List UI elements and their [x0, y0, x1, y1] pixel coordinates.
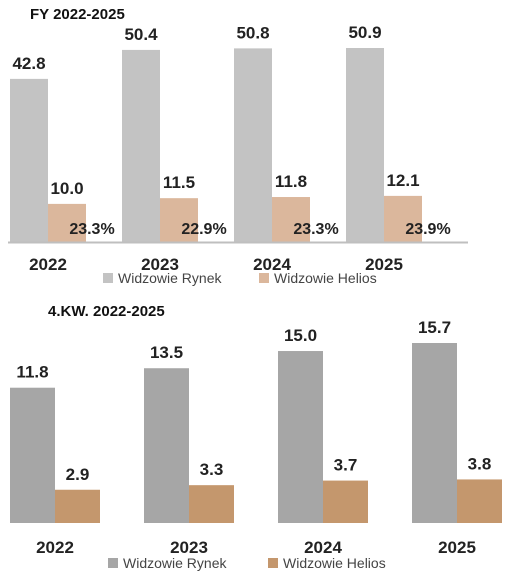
x-tick-2024: 2024: [253, 255, 291, 274]
share-label-2024: 23.3%: [293, 221, 338, 238]
value-label-helios-2024: 3.7: [334, 456, 358, 475]
bar-widzowie-rynek-2022: [10, 78, 48, 242]
bar-widzowie-rynek-2023: [144, 368, 189, 523]
share-label-2025: 23.9%: [405, 221, 450, 238]
value-label-helios-2023: 3.3: [200, 460, 224, 479]
bar-widzowie-rynek-2025: [346, 48, 384, 242]
legend-swatch-rynek: [108, 558, 118, 568]
value-label-helios-2025: 3.8: [468, 454, 492, 473]
chart-q4: 11.8 2.9 2022 13.5 3.3 2023 15.0 3.7 2024 15.7 3.8…: [10, 318, 502, 571]
value-label-rynek-2022: 11.8: [16, 363, 48, 382]
value-label-helios-2025: 12.1: [386, 171, 419, 190]
x-tick-2023: 2023: [141, 255, 179, 274]
bar-widzowie-helios-2023: [189, 485, 234, 523]
chart-fy: 42.810.023.3%202250.411.522.9%202350.811…: [8, 23, 468, 286]
value-label-helios-2024: 11.8: [275, 172, 307, 191]
bar-widzowie-helios-2025: [457, 479, 502, 523]
value-label-rynek-2023: 50.4: [124, 25, 158, 44]
chart-title-fy: FY 2022-2025: [30, 6, 125, 23]
bar-widzowie-helios-2022: [55, 489, 100, 523]
legend-label-helios: Widzowie Helios: [274, 270, 377, 286]
x-tick-2022: 2022: [29, 255, 67, 274]
value-label-rynek-2025: 50.9: [348, 23, 381, 42]
x-tick-2024: 2024: [304, 538, 342, 557]
value-label-rynek-2022: 42.8: [12, 54, 45, 73]
legend-label-rynek: Widzowie Rynek: [118, 270, 222, 286]
bar-widzowie-helios-2025: [384, 195, 422, 242]
legend-swatch-helios: [268, 558, 278, 568]
bar-widzowie-rynek-2025: [412, 343, 457, 523]
bar-widzowie-rynek-2024: [278, 351, 323, 523]
bar-widzowie-rynek-2022: [10, 387, 55, 523]
bar-widzowie-helios-2023: [160, 198, 198, 242]
value-label-helios-2023: 11.5: [163, 173, 195, 192]
x-tick-2025: 2025: [438, 538, 476, 557]
value-label-rynek-2024: 15.0: [284, 326, 317, 345]
bar-widzowie-helios-2024: [323, 480, 368, 523]
bar-widzowie-helios-2022: [48, 203, 86, 242]
x-tick-2023: 2023: [170, 538, 208, 557]
bar-widzowie-rynek-2024: [234, 48, 272, 243]
legend-label-rynek: Widzowie Rynek: [123, 555, 227, 571]
value-label-rynek-2025: 15.7: [418, 318, 451, 337]
value-label-helios-2022: 2.9: [66, 465, 90, 484]
chart-title-q4: 4.KW. 2022-2025: [48, 303, 165, 320]
bar-widzowie-rynek-2023: [122, 49, 160, 242]
value-label-rynek-2023: 13.5: [150, 343, 183, 362]
x-tick-2022: 2022: [36, 538, 74, 557]
x-tick-2025: 2025: [365, 255, 403, 274]
share-label-2023: 22.9%: [181, 221, 226, 238]
value-label-helios-2022: 10.0: [50, 179, 83, 198]
legend-swatch-rynek: [103, 273, 113, 283]
share-label-2022: 23.3%: [69, 221, 114, 238]
legend-label-helios: Widzowie Helios: [283, 555, 386, 571]
bar-widzowie-helios-2024: [272, 197, 310, 242]
legend-swatch-helios: [259, 273, 269, 283]
value-label-rynek-2024: 50.8: [236, 23, 269, 42]
